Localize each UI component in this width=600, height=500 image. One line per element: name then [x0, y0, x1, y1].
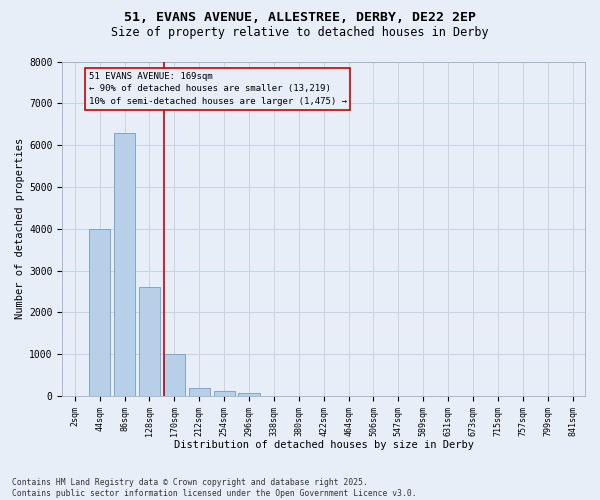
Bar [89, 229, 110, 396]
Bar [238, 393, 260, 396]
Bar [164, 354, 185, 396]
Text: 51, EVANS AVENUE, ALLESTREE, DERBY, DE22 2EP: 51, EVANS AVENUE, ALLESTREE, DERBY, DE22… [124, 11, 476, 24]
Bar [188, 388, 210, 396]
Y-axis label: Number of detached properties: Number of detached properties [15, 138, 25, 320]
X-axis label: Distribution of detached houses by size in Derby: Distribution of detached houses by size … [173, 440, 473, 450]
Bar [214, 390, 235, 396]
Bar [139, 288, 160, 396]
Text: 51 EVANS AVENUE: 169sqm
← 90% of detached houses are smaller (13,219)
10% of sem: 51 EVANS AVENUE: 169sqm ← 90% of detache… [89, 72, 347, 106]
Bar [114, 132, 135, 396]
Text: Contains HM Land Registry data © Crown copyright and database right 2025.
Contai: Contains HM Land Registry data © Crown c… [12, 478, 416, 498]
Text: Size of property relative to detached houses in Derby: Size of property relative to detached ho… [111, 26, 489, 39]
